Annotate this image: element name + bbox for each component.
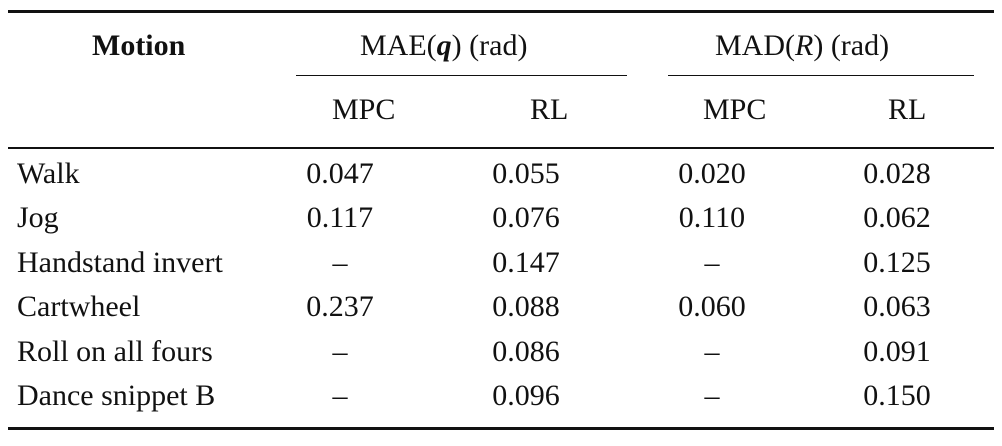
table-cell: – [332, 335, 348, 368]
table-cell: 0.076 [492, 201, 560, 234]
header-mae-variable: q [436, 29, 452, 62]
subheader-mad-rl: RL [888, 93, 927, 126]
header-mad-prefix: MAD( [715, 29, 795, 62]
table-mid-rule [8, 147, 994, 149]
table-cell: 0.147 [492, 246, 560, 279]
row-label-handstand-invert: Handstand invert [17, 246, 223, 279]
table-cell: 0.117 [306, 201, 374, 234]
table-cell: 0.062 [863, 201, 931, 234]
header-mae-prefix: MAE( [360, 29, 437, 62]
table-bottom-rule [8, 427, 994, 430]
row-label-dance-snippet-b: Dance snippet B [17, 379, 216, 412]
table-cell: 0.086 [492, 335, 560, 368]
table-cell: 0.096 [492, 379, 560, 412]
table-cell: – [704, 379, 720, 412]
table-cell: 0.237 [306, 290, 374, 323]
table-cell: – [332, 246, 348, 279]
row-label-roll-on-all-fours: Roll on all fours [17, 335, 213, 368]
subheader-mae-rl: RL [530, 93, 569, 126]
table-cell: – [332, 379, 348, 412]
table-cell: 0.088 [492, 290, 560, 323]
table-cell: 0.028 [863, 157, 931, 190]
header-mad-suffix: ) (rad) [813, 29, 890, 62]
table-cell: – [704, 246, 720, 279]
table-cell: 0.110 [678, 201, 746, 234]
table-cell: 0.150 [863, 379, 931, 412]
table-cell: 0.047 [306, 157, 374, 190]
header-mae-suffix: ) (rad) [451, 29, 528, 62]
subheader-mae-mpc: MPC [332, 93, 396, 126]
table-cell: 0.055 [492, 157, 560, 190]
row-label-walk: Walk [17, 157, 80, 190]
header-mad-variable: R [795, 29, 814, 62]
table-cell: 0.091 [863, 335, 931, 368]
header-mad-group: MAD(R) (rad) [715, 28, 889, 64]
table-cell: 0.063 [863, 290, 931, 323]
subheader-mad-mpc: MPC [703, 93, 767, 126]
mae-group-rule [296, 75, 627, 76]
header-mae-group: MAE(q) (rad) [360, 28, 527, 64]
table-cell: 0.020 [678, 157, 746, 190]
header-motion: Motion [92, 29, 186, 62]
mad-group-rule [668, 75, 974, 76]
row-label-jog: Jog [17, 201, 59, 234]
table-cell: – [704, 335, 720, 368]
row-label-cartwheel: Cartwheel [17, 290, 141, 323]
table-cell: 0.125 [863, 246, 931, 279]
table-top-rule [8, 10, 994, 13]
table-cell: 0.060 [678, 290, 746, 323]
